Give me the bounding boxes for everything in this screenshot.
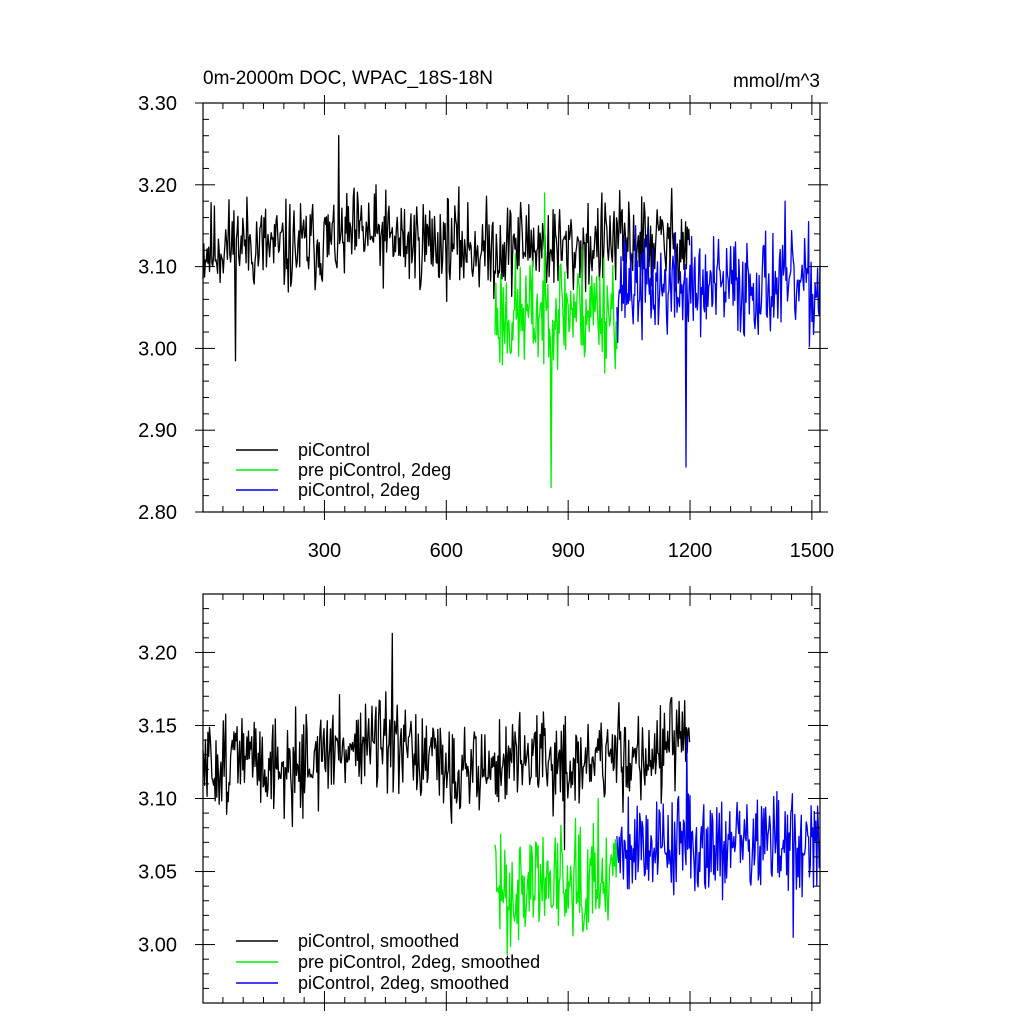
x-tick-label: 1200 [668,540,713,562]
legend-entry: pre piControl, 2deg [298,460,451,480]
series-line-top-2 [616,200,821,468]
y-tick-label: 2.90 [138,420,177,442]
legend-entry: piControl, 2deg [298,480,420,500]
series-line-bottom-0 [202,632,691,851]
series-line-top-0 [202,135,691,362]
series-line-bottom-1 [494,797,618,956]
top-panel-units: mmol/m^3 [733,71,820,92]
bottom-plot-frame [202,593,821,1004]
x-tick-label: 300 [308,540,341,562]
legend-entry: piControl [298,440,370,460]
bottom-panel: 3.00 3.05 3.10 3.15 3.20 piControl, smoothed… [138,586,828,1011]
legend-entry: piControl, smoothed [298,931,459,951]
series-line-top-1 [494,192,618,489]
x-tick-label: 1500 [790,540,835,562]
y-tick-label: 3.00 [138,935,177,957]
top-plot-frame [202,102,821,513]
y-tick-label: 3.30 [138,93,177,115]
top-panel-title: 0m-2000m DOC, WPAC_18S-18N [203,68,493,89]
x-tick-label: 900 [551,540,584,562]
y-tick-label: 3.15 [138,715,177,737]
y-tick-label: 3.20 [138,642,177,664]
y-tick-label: 2.80 [138,502,177,524]
series-line-bottom-2 [616,736,821,938]
y-tick-label: 3.10 [138,257,177,279]
y-tick-label: 3.05 [138,862,177,884]
y-tick-label: 3.00 [138,338,177,360]
y-tick-label: 3.20 [138,175,177,197]
legend-entry: piControl, 2deg, smoothed [298,973,509,993]
x-tick-label: 600 [430,540,463,562]
top-panel: 0m-2000m DOC, WPAC_18S-18N mmol/m^3 300 6… [138,68,834,562]
y-tick-label: 3.10 [138,789,177,811]
legend-entry: pre piControl, 2deg, smoothed [298,952,540,972]
